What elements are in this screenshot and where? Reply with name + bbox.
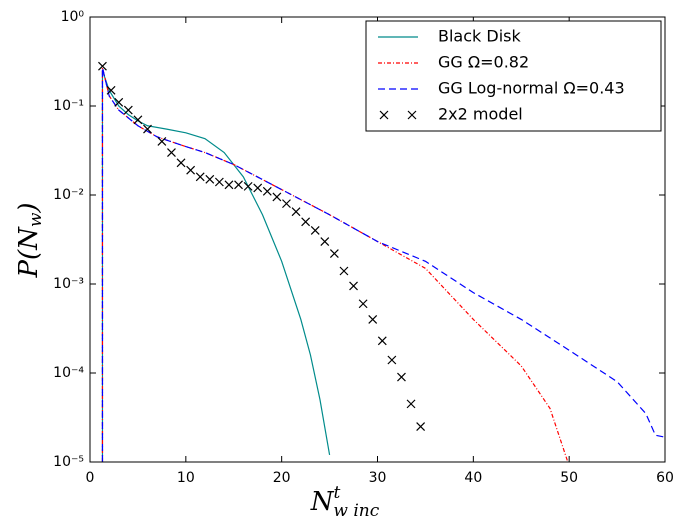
marker [224,180,234,190]
marker [272,192,282,202]
marker [186,165,196,175]
y-tick-label: 10⁰ [61,9,85,25]
x-tick-label: 50 [560,470,578,486]
legend-label: GG Ω=0.82 [438,53,529,72]
x-tick-label: 40 [464,470,482,486]
x-tick-label: 20 [273,470,291,486]
x-tick-label: 0 [86,470,95,486]
x-tick-label: 10 [177,470,195,486]
marker [368,314,378,324]
y-tick-label: 10⁻⁴ [53,365,84,381]
marker [397,372,406,382]
marker [143,124,152,134]
marker [123,105,133,115]
marker [320,237,330,246]
marker [243,181,253,191]
y-tick-label: 10⁻¹ [53,98,84,114]
marker [349,281,358,291]
marker [358,299,368,309]
series-line [101,67,665,462]
marker [301,217,311,227]
marker [377,336,387,346]
legend-label: Black Disk [438,27,521,46]
plot-area [98,61,665,462]
marker [387,355,397,365]
marker [167,148,176,157]
marker [282,199,291,209]
marker [329,249,339,258]
marker [291,207,301,217]
y-axis-label: P(Nw) [14,202,46,278]
series-line [101,70,331,462]
marker [416,422,426,432]
x-tick-label: 30 [369,470,387,486]
marker [98,61,107,71]
marker [234,180,243,190]
y-tick-label: 10⁻⁵ [53,454,84,470]
x-tick-label: 60 [656,470,674,486]
marker [176,158,186,168]
marker [253,183,263,193]
marker [114,97,124,107]
legend-swatch [407,110,417,120]
marker [214,177,224,187]
marker [262,186,272,196]
y-tick-label: 10⁻³ [53,276,84,292]
legend-label: 2x2 model [438,105,523,124]
marker [310,225,320,235]
legend-label: GG Log-normal Ω=0.43 [438,79,625,98]
x-axis-label: Nt w inc [310,483,380,521]
marker [157,136,167,146]
marker [406,399,416,409]
marker [106,85,116,95]
marker [195,172,205,182]
legend-swatch [379,110,389,120]
y-tick-label: 10⁻² [53,187,84,203]
marker [133,115,143,125]
marker [339,266,349,276]
marker [205,174,215,184]
